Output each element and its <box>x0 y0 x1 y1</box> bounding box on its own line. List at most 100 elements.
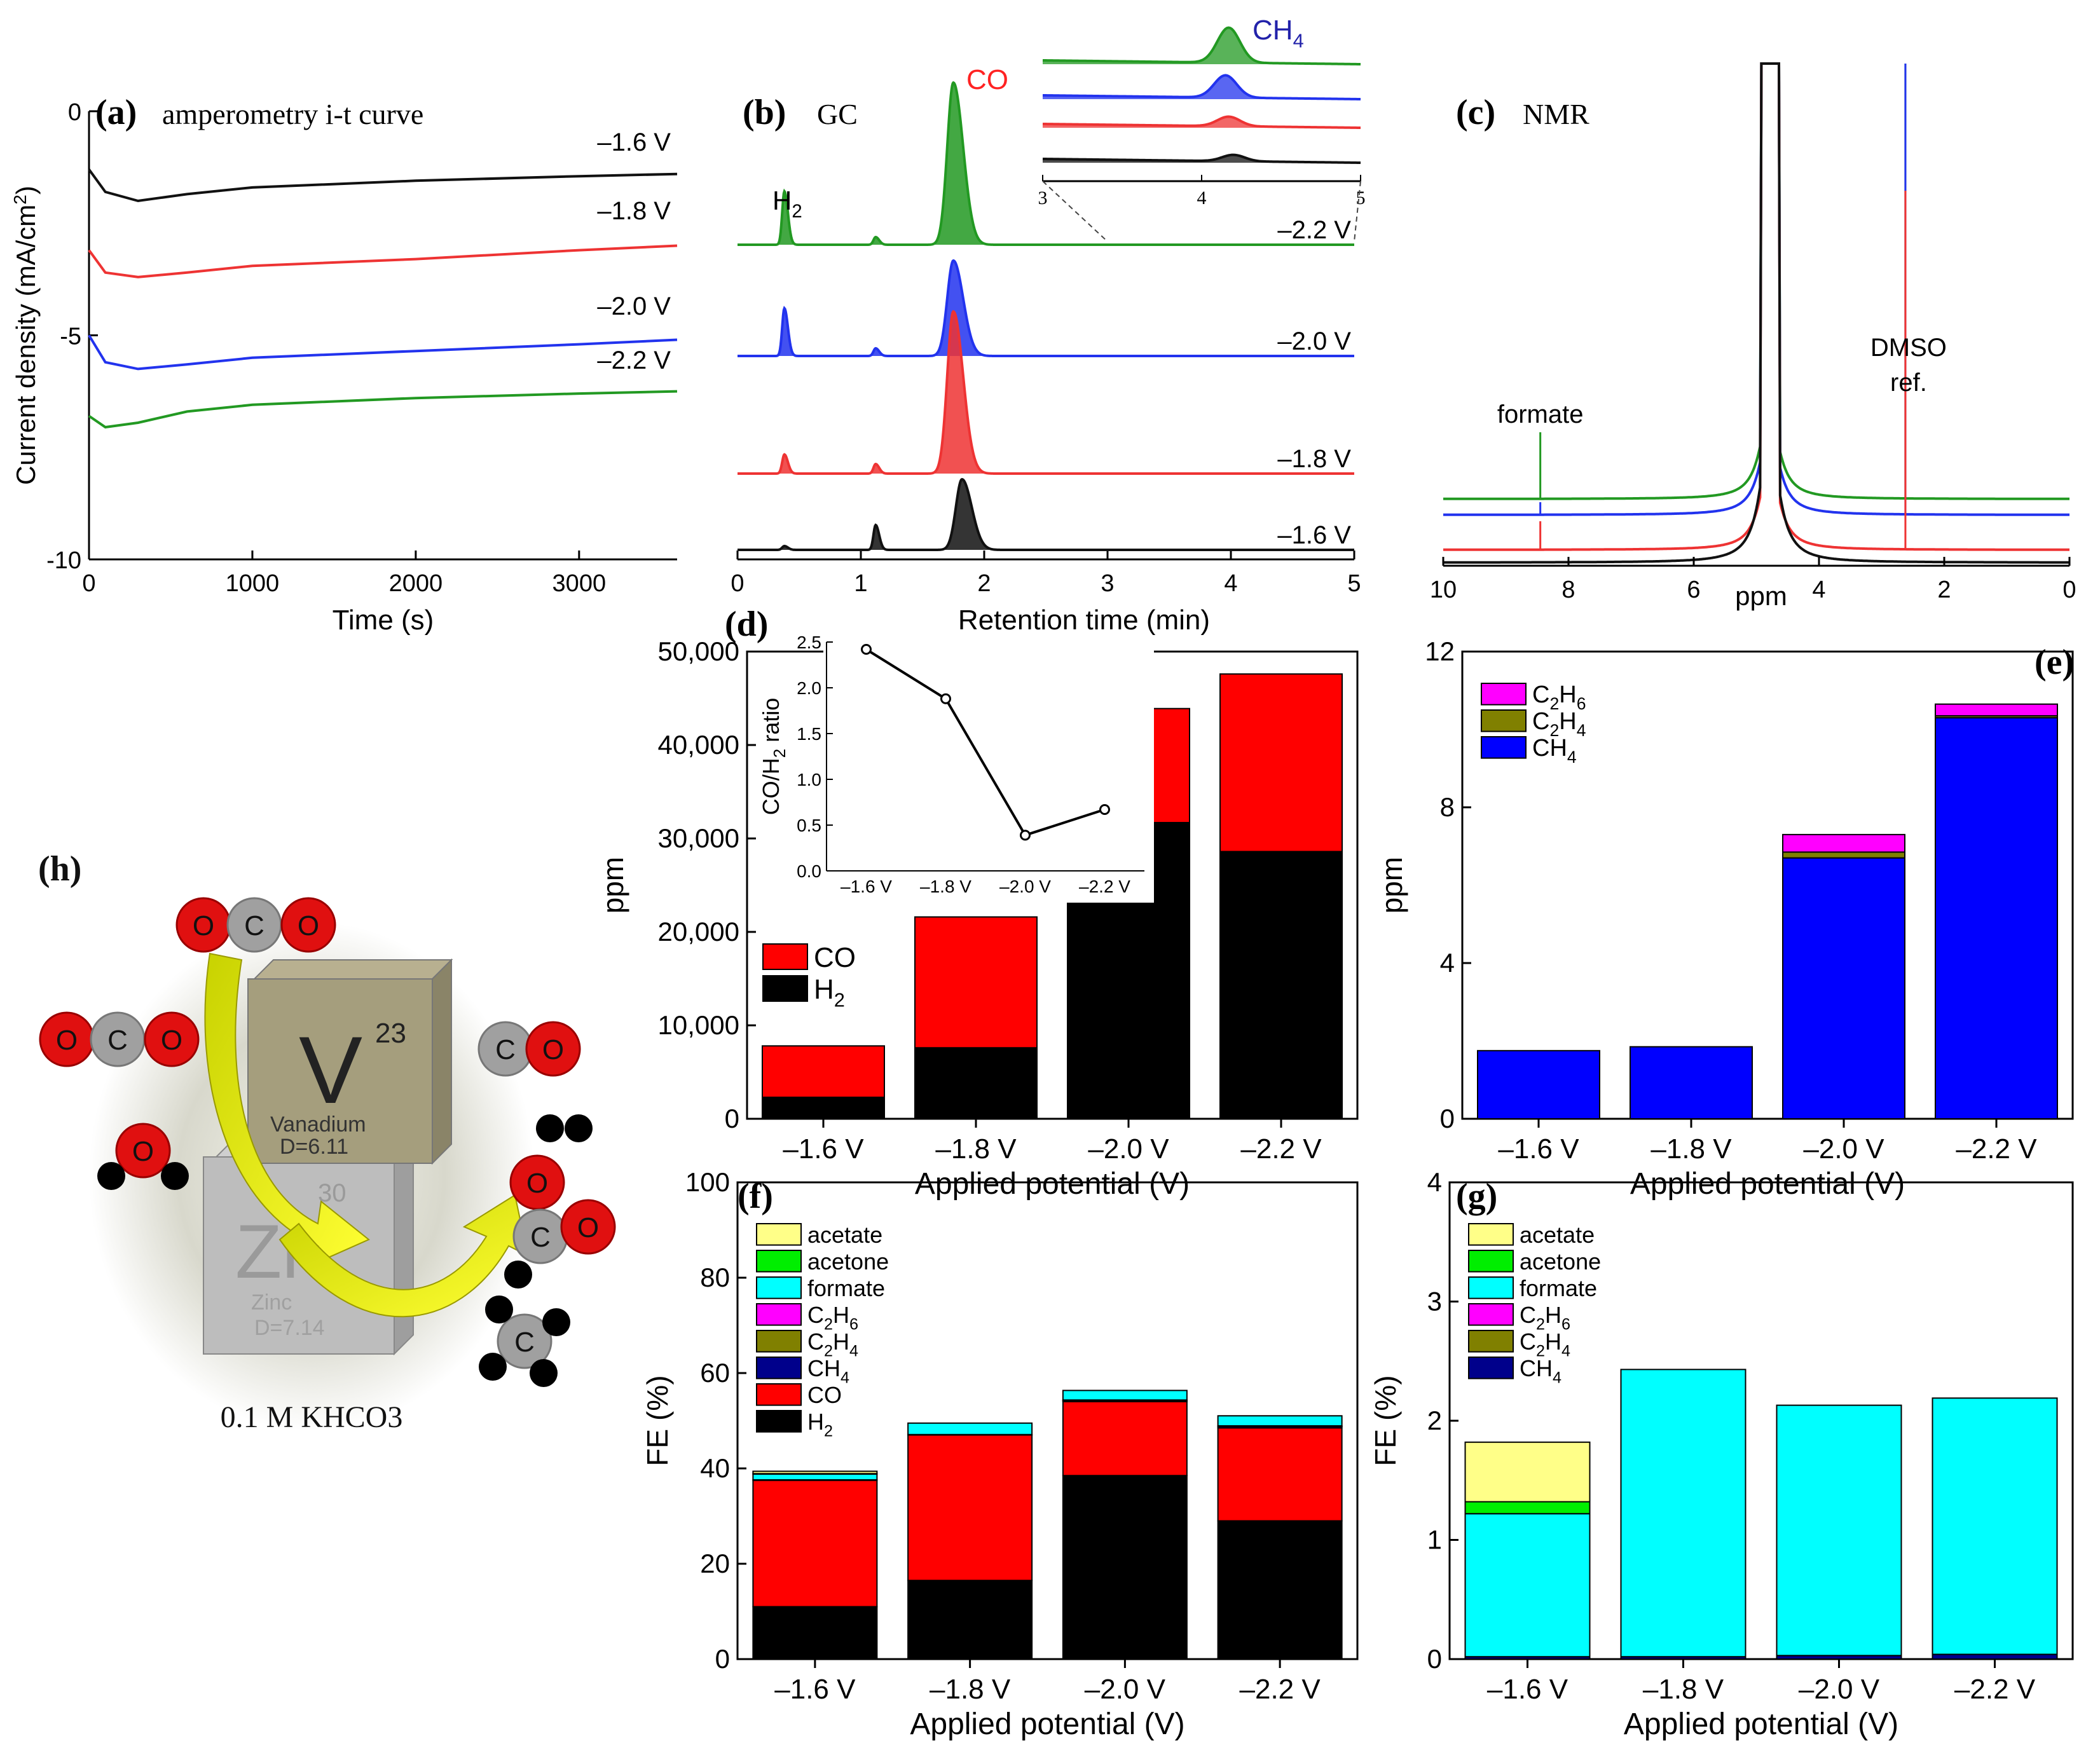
a-x-tick-label: 3000 <box>552 570 607 597</box>
hydrogen-atom <box>485 1296 513 1323</box>
panel-c-title: NMR <box>1523 98 1589 130</box>
bar-CO <box>1219 673 1343 852</box>
oxygen-atom-label: O <box>193 910 214 941</box>
a-series-label: –2.0 V <box>597 292 671 320</box>
bar-H2 <box>752 1606 878 1660</box>
bar-H2 <box>907 1580 1033 1660</box>
legend-label: C2H6 <box>1520 1302 1570 1333</box>
y-tick-label: 8 <box>1440 792 1455 822</box>
a-series-line <box>88 244 678 278</box>
legend-label: C2H4 <box>807 1329 858 1360</box>
bar-CH4 <box>1782 857 1905 1119</box>
bar-H2 <box>1219 851 1343 1119</box>
d-inset-y-tick-label: 2.0 <box>797 678 821 698</box>
panel-d: 0 10,000 20,000 30,000 40,000 50,000 –1.6 V –1.… <box>596 605 1359 1201</box>
d-inset-point <box>1020 830 1031 841</box>
d-inset-y-tick-label: 0.0 <box>797 861 821 881</box>
panel-c-label: (c) <box>1456 93 1495 132</box>
d-inset-y-tick-label: 1.5 <box>797 724 821 744</box>
bar-CH4 <box>1477 1049 1600 1119</box>
x-tick-label: –1.6 V <box>783 1133 864 1165</box>
legend-swatch <box>1468 1330 1514 1353</box>
legend-swatch <box>1481 709 1527 732</box>
bar-CO <box>1217 1427 1343 1522</box>
d-inset-y-tick-label: 1.0 <box>797 770 821 790</box>
bar-CO <box>762 1045 885 1098</box>
x-tick-label: –2.0 V <box>1088 1133 1169 1165</box>
legend-swatch <box>1481 736 1527 759</box>
b-inset-line <box>1042 74 1361 100</box>
panel-a: 0 1000 2000 3000 0 -5 -10 Time (s) Current densi… <box>10 93 678 636</box>
x-label: Applied potential (V) <box>910 1707 1184 1741</box>
a-x-tick-label: 1000 <box>226 570 280 597</box>
x-tick-label: –2.0 V <box>1799 1674 1880 1705</box>
bar-formate <box>752 1473 878 1480</box>
zn-name: Zinc <box>251 1290 292 1315</box>
oxygen-atom-label: O <box>132 1136 154 1167</box>
legend-swatch <box>756 1330 802 1353</box>
b-series-line <box>738 477 1354 551</box>
legend-swatch <box>756 1410 802 1433</box>
panel-h-label: (h) <box>38 849 81 889</box>
bar-CO <box>1062 1401 1188 1477</box>
x-tick-label: –1.6 V <box>774 1674 856 1705</box>
x-label: Applied potential (V) <box>915 1167 1190 1201</box>
panel-b-title: GC <box>817 98 858 130</box>
legend-swatch <box>1481 683 1527 706</box>
b-series-label: –1.6 V <box>1277 521 1351 549</box>
legend-label: C2H6 <box>1532 681 1586 713</box>
legend-swatch <box>1468 1250 1514 1273</box>
legend-swatch <box>1468 1276 1514 1299</box>
hydrogen-atom <box>479 1353 507 1381</box>
b-series-fill <box>738 311 1354 474</box>
vanadium-cube: V 23 Vanadium D=6.11 <box>247 958 453 1165</box>
hydrogen-atom <box>530 1359 558 1387</box>
bar-formate <box>907 1422 1033 1435</box>
carbon-atom <box>497 1313 552 1369</box>
electrolyte-label: 0.1 M KHCO3 <box>221 1400 403 1434</box>
legend-label: C2H6 <box>807 1302 858 1333</box>
y-tick-label: 12 <box>1425 636 1455 666</box>
d-inset-point <box>861 644 872 655</box>
oxygen-atom <box>144 1011 200 1067</box>
d-inset-y-tick-label: 0.5 <box>797 816 821 835</box>
a-series-label: –1.8 V <box>597 197 671 225</box>
b-x-tick-label: 2 <box>977 570 991 597</box>
carbon-atom-label: C <box>107 1025 128 1056</box>
c-series-line <box>1443 62 2069 500</box>
bar-formate <box>1620 1369 1747 1658</box>
a-series-label: –2.2 V <box>597 346 671 374</box>
b-x-tick-label: 0 <box>731 570 744 597</box>
legend-swatch <box>756 1223 802 1246</box>
zn-density: D=7.14 <box>254 1316 325 1340</box>
a-y-tick-label: -10 <box>46 547 81 574</box>
legend-label: CH4 <box>1532 735 1577 767</box>
c-x-tick-label: 8 <box>1561 577 1575 603</box>
d-inset-point <box>1099 804 1110 816</box>
oxygen-atom <box>560 1199 616 1255</box>
y-tick-label: 4 <box>1440 948 1455 978</box>
d-inset-x-tick-label: –1.8 V <box>920 877 971 896</box>
panel-h: Zn 30 Zinc D=7.14 V 23 Vanadium D=6.11 O… <box>38 849 616 1434</box>
oxygen-atom-label: O <box>577 1212 599 1243</box>
bar-acetate <box>1464 1441 1591 1503</box>
legend-swatch <box>756 1357 802 1379</box>
c-series-line <box>1443 62 2069 564</box>
b-inset-connector <box>1354 181 1361 242</box>
a-series-line <box>88 334 678 371</box>
hydrogen-atom <box>536 1114 564 1142</box>
a-series-line <box>88 168 678 203</box>
x-tick-label: –2.0 V <box>1803 1133 1884 1165</box>
legend-swatch <box>1468 1357 1514 1379</box>
y-tick-label: 2 <box>1427 1405 1442 1435</box>
a-series-label: –1.6 V <box>597 128 671 156</box>
legend-swatch <box>1468 1303 1514 1326</box>
c-x-tick-label: 6 <box>1687 577 1700 603</box>
bar-acetone <box>1464 1501 1591 1515</box>
bar-formate <box>1217 1415 1343 1427</box>
a-x-tick-label: 2000 <box>389 570 443 597</box>
x-tick-label: –1.6 V <box>1498 1133 1579 1165</box>
legend-swatch <box>1468 1223 1514 1246</box>
oxygen-atom-label: O <box>526 1168 548 1199</box>
d-inset-x-tick-label: –1.6 V <box>841 877 892 896</box>
